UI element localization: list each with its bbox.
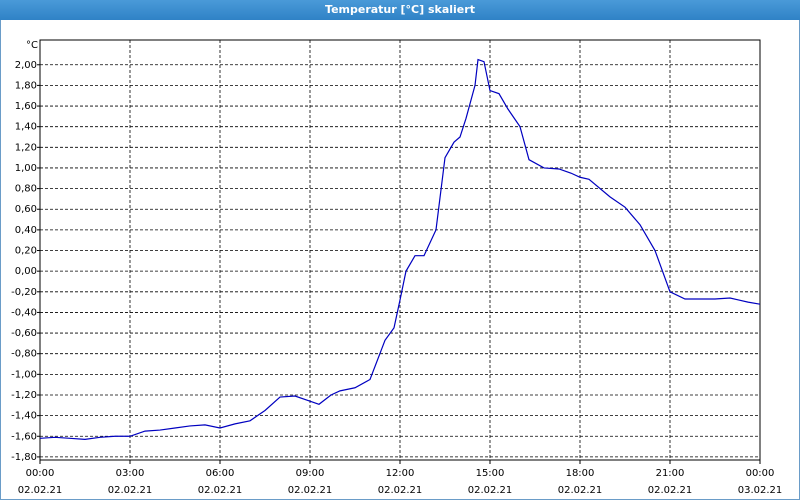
y-tick-label: 0,00 — [15, 266, 37, 277]
y-tick-label: 0,80 — [15, 184, 37, 195]
y-tick-label: 0,40 — [15, 225, 37, 236]
x-tick-label: 21:00 — [656, 468, 685, 479]
y-tick-label: 1,80 — [15, 80, 37, 91]
x-tick-date: 02.02.21 — [648, 485, 693, 496]
y-axis-label: °C — [26, 40, 38, 51]
x-tick-date: 02.02.21 — [468, 485, 513, 496]
y-tick-label: -1,00 — [11, 369, 37, 380]
x-tick-label: 09:00 — [296, 468, 325, 479]
y-tick-label: 2,00 — [15, 60, 37, 71]
x-tick-date: 02.02.21 — [288, 485, 333, 496]
x-tick-label: 12:00 — [386, 468, 415, 479]
x-tick-label: 00:00 — [746, 468, 775, 479]
y-tick-label: -1,60 — [11, 431, 37, 442]
x-tick-label: 18:00 — [566, 468, 595, 479]
x-tick-date: 02.02.21 — [558, 485, 603, 496]
y-tick-label: 0,20 — [15, 246, 37, 257]
y-tick-label: -0,40 — [11, 307, 37, 318]
x-tick-date: 03.02.21 — [738, 485, 783, 496]
x-tick-label: 00:00 — [26, 468, 55, 479]
x-tick-label: 15:00 — [476, 468, 505, 479]
x-tick-date: 02.02.21 — [108, 485, 153, 496]
y-tick-label: 1,20 — [15, 142, 37, 153]
chart-title: Temperatur [°C] skaliert — [0, 0, 800, 20]
y-tick-label: -1,80 — [11, 452, 37, 463]
y-tick-label: 1,00 — [15, 163, 37, 174]
y-tick-label: -0,60 — [11, 328, 37, 339]
line — [39, 58, 761, 440]
x-tick-label: 06:00 — [206, 468, 235, 479]
plot-border — [39, 39, 761, 461]
y-tick-label: -1,20 — [11, 390, 37, 401]
y-tick-label: 1,40 — [15, 122, 37, 133]
y-tick-label: 0,60 — [15, 204, 37, 215]
x-tick-date: 02.02.21 — [198, 485, 243, 496]
y-tick-label: -0,20 — [11, 287, 37, 298]
y-tick-label: -0,80 — [11, 349, 37, 360]
y-tick-label: -1,40 — [11, 411, 37, 422]
x-tick-label: 03:00 — [116, 468, 145, 479]
x-tick-date: 02.02.21 — [378, 485, 423, 496]
x-tick-date: 02.02.21 — [18, 485, 63, 496]
y-tick-label: 1,60 — [15, 101, 37, 112]
